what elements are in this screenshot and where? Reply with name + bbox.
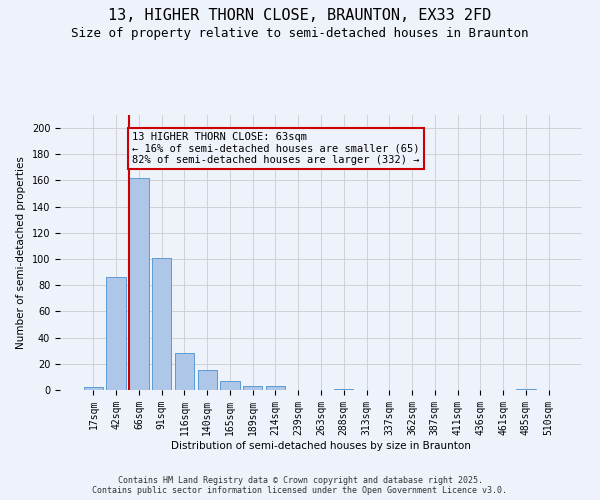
Bar	[243, 386, 262, 390]
Text: 13, HIGHER THORN CLOSE, BRAUNTON, EX33 2FD: 13, HIGHER THORN CLOSE, BRAUNTON, EX33 2…	[109, 8, 491, 22]
Bar	[84, 388, 103, 390]
Bar	[129, 178, 149, 390]
Bar	[266, 386, 285, 390]
Bar	[106, 278, 126, 390]
Text: Contains HM Land Registry data © Crown copyright and database right 2025.
Contai: Contains HM Land Registry data © Crown c…	[92, 476, 508, 495]
Bar	[197, 370, 217, 390]
Bar	[152, 258, 172, 390]
Bar	[175, 354, 194, 390]
Bar	[334, 388, 353, 390]
Y-axis label: Number of semi-detached properties: Number of semi-detached properties	[16, 156, 26, 349]
X-axis label: Distribution of semi-detached houses by size in Braunton: Distribution of semi-detached houses by …	[171, 440, 471, 450]
Bar	[516, 388, 536, 390]
Text: Size of property relative to semi-detached houses in Braunton: Size of property relative to semi-detach…	[71, 28, 529, 40]
Text: 13 HIGHER THORN CLOSE: 63sqm
← 16% of semi-detached houses are smaller (65)
82% : 13 HIGHER THORN CLOSE: 63sqm ← 16% of se…	[132, 132, 419, 165]
Bar	[220, 381, 239, 390]
